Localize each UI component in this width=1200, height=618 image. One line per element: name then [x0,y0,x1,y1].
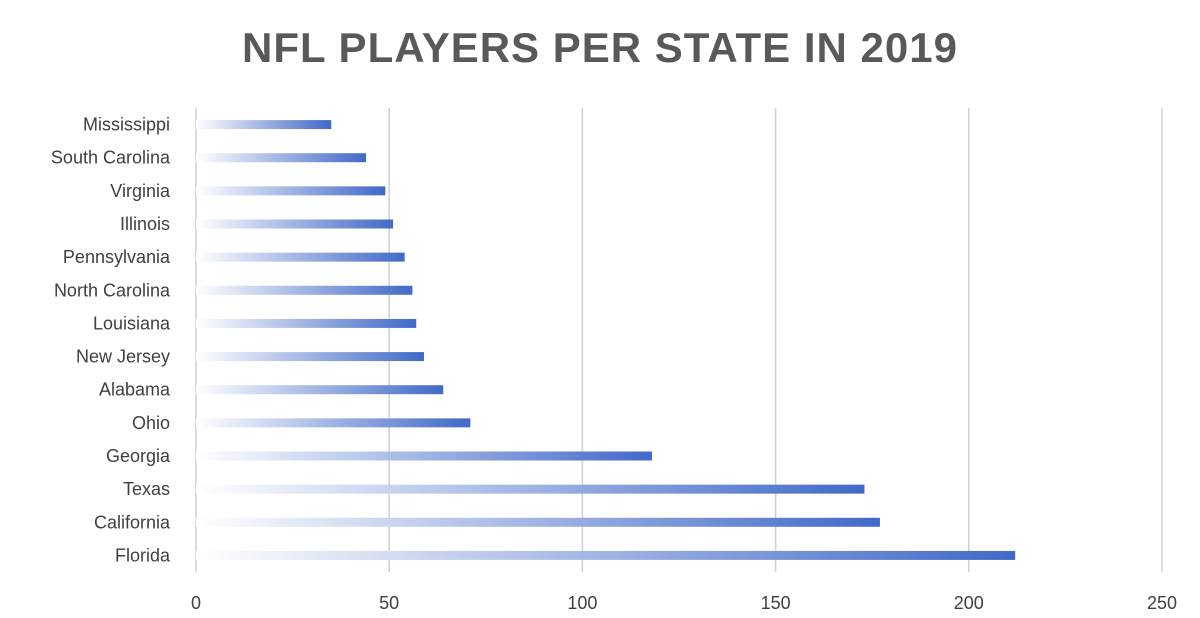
bar-ohio [196,418,471,428]
bar-florida [196,550,1016,560]
x-tick-label: 100 [567,593,597,613]
bar-north-carolina [196,285,413,295]
x-tick-label: 150 [761,593,791,613]
bar-georgia [196,451,652,461]
category-label: Louisiana [93,313,171,333]
category-label: Illinois [120,214,170,234]
bar-illinois [196,219,394,229]
category-labels: Mississippi South Carolina Virginia Illinoi… [51,115,171,566]
category-label: Alabama [99,380,171,400]
bar-california [196,517,880,527]
category-label: North Carolina [54,280,171,300]
bars [196,120,1016,560]
x-tick-label: 200 [954,593,984,613]
bar-virginia [196,186,386,196]
x-tick-label: 50 [379,593,399,613]
category-label: Pennsylvania [63,247,171,267]
category-label: Texas [123,479,170,499]
category-label: Florida [115,545,171,565]
gridlines [195,108,1163,572]
category-label: California [94,512,171,532]
bar-louisiana [196,318,417,328]
x-axis-tick-labels: 0 50 100 150 200 250 [191,593,1177,613]
category-label: South Carolina [51,148,171,168]
bar-south-carolina [196,153,367,163]
category-label: Mississippi [83,115,170,135]
category-label: Georgia [106,446,171,466]
x-tick-label: 250 [1147,593,1177,613]
bar-alabama [196,385,444,395]
bar-pennsylvania [196,252,405,262]
bar-new-jersey [196,352,424,362]
category-label: New Jersey [76,347,170,367]
chart-title: NFL PLAYERS PER STATE IN 2019 [242,24,958,71]
bar-texas [196,484,865,494]
category-label: Virginia [110,181,171,201]
bar-mississippi [196,120,332,130]
category-label: Ohio [132,413,170,433]
x-tick-label: 0 [191,593,201,613]
